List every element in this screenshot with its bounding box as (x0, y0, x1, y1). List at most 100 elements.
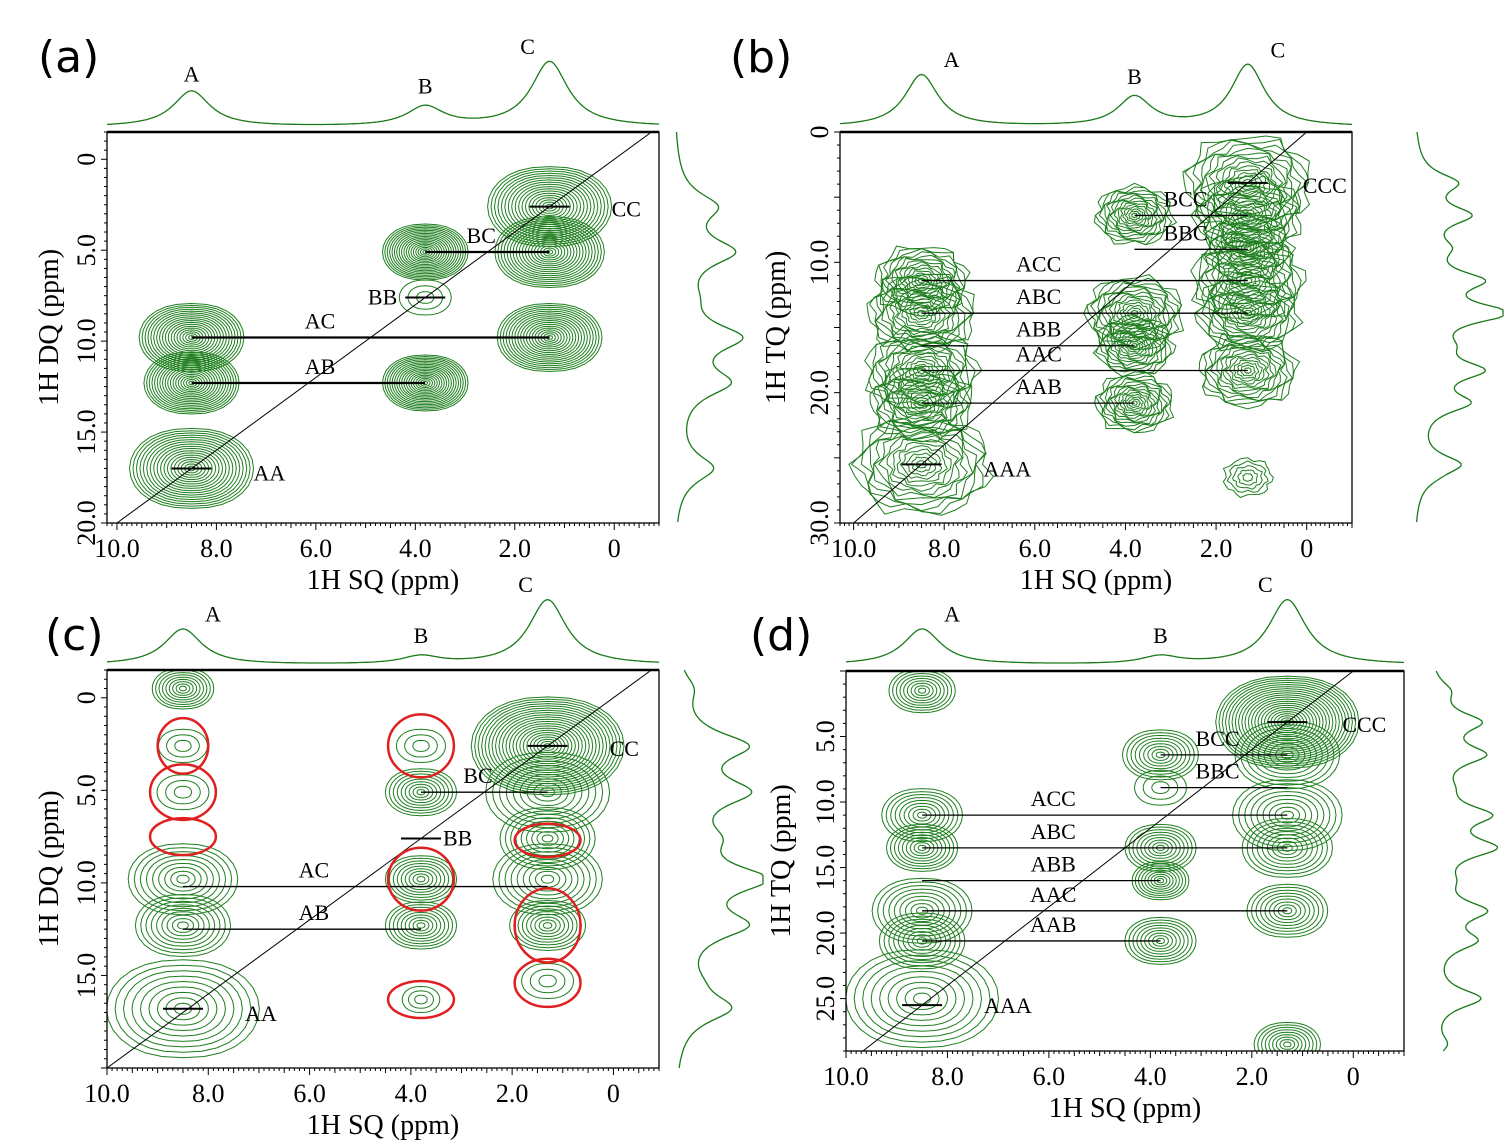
diagonal-peak-label: AA (245, 1001, 277, 1026)
y-tick-label: 0 (72, 153, 101, 166)
contour-line (1151, 748, 1170, 761)
contour-line (901, 834, 943, 862)
highlight-circle (148, 763, 218, 822)
y-tick-label: 5.0 (811, 720, 840, 753)
correlation-label: ABC (1031, 819, 1076, 844)
contour-line (159, 447, 224, 489)
contour-line (159, 361, 224, 405)
x-tick-label: 0 (1300, 534, 1313, 563)
contour-line (504, 810, 591, 867)
contour-line (493, 170, 606, 243)
x-axis-title: 1H SQ (ppm) (1049, 1093, 1201, 1124)
projection-trace (845, 599, 1405, 664)
contour-line (183, 377, 201, 389)
contour-line (902, 388, 941, 418)
contour-line (877, 881, 968, 941)
contour-peak (869, 365, 973, 443)
x-tick-label: 6.0 (1019, 534, 1052, 563)
contour-line (164, 866, 202, 892)
y-tick-label: 15.0 (72, 409, 101, 455)
contour-line (127, 843, 239, 916)
contour-line (913, 396, 930, 410)
contour-line (522, 729, 573, 763)
contour-line (139, 980, 226, 1037)
contour-line (173, 325, 210, 350)
contour-line (1283, 1041, 1292, 1048)
correlation-label: AC (305, 309, 336, 334)
contour-line (1218, 677, 1357, 767)
contour-line (142, 436, 241, 501)
contour-line (1120, 203, 1150, 227)
contour-line (517, 905, 578, 946)
contour-line (883, 374, 960, 433)
contour-line (912, 808, 932, 822)
contour-line (169, 368, 214, 398)
highlight-circle (513, 957, 582, 1009)
contour-peak (384, 901, 458, 950)
contour-line (1231, 686, 1344, 759)
contour-line (894, 796, 950, 834)
contour-line (512, 723, 583, 769)
contour-line (1233, 237, 1262, 259)
contour-line (490, 168, 609, 245)
highlight-circle (513, 887, 582, 964)
x-axis: 10.0 8.0 6.0 4.0 2.0 0 1H SQ (ppm) (823, 1051, 1405, 1124)
contour-peak (1193, 271, 1304, 353)
y-tick-label: 30.0 (805, 500, 834, 546)
contour-line (894, 382, 950, 424)
projection-peak-label: B (1127, 64, 1142, 89)
x-tick-label: 0 (1347, 1062, 1360, 1091)
contour-line (477, 700, 618, 791)
projection-trace (1415, 131, 1504, 523)
contour-line (534, 916, 561, 935)
contour-peak (871, 877, 973, 944)
contour-line (141, 304, 242, 371)
correlation-label: ACC (1031, 786, 1076, 811)
contour-line (176, 327, 207, 348)
contour-line (524, 190, 575, 223)
contour-line (400, 778, 442, 806)
contour-line (178, 685, 187, 692)
contour-line (872, 333, 970, 406)
contour-line (1224, 681, 1350, 763)
contour-line (899, 448, 943, 480)
contour-line (504, 851, 591, 908)
contour-line (519, 727, 576, 765)
contour-peak (492, 843, 603, 916)
contour-line (149, 441, 234, 496)
contour-line (158, 672, 208, 706)
contour-line (907, 931, 937, 951)
contour-line (396, 909, 446, 942)
y-tick-label: 5.0 (72, 774, 101, 807)
contour-line (491, 709, 604, 783)
contour-line (916, 937, 928, 945)
contour-line (392, 860, 450, 899)
contour-line (163, 450, 220, 487)
y-axis-title: 1H TQ (ppm) (766, 784, 797, 937)
contour-line (893, 829, 951, 867)
contour-layer (846, 671, 1360, 1051)
contour-line (901, 298, 942, 329)
y-tick-label: 10.0 (72, 318, 101, 364)
contour-line (885, 287, 956, 340)
contour-line (891, 441, 952, 487)
contour-line (897, 831, 947, 865)
correlation-label: AAC (1030, 882, 1076, 907)
contour-line (888, 345, 955, 395)
y-axis: 0 5.0 10.0 15.01H DQ (ppm) (34, 669, 107, 1069)
contour-line (161, 674, 205, 703)
panel-label: (c) (45, 610, 104, 661)
contour-line (1203, 214, 1290, 279)
projection-trace (839, 63, 1353, 126)
x-tick-label: 0 (607, 1079, 620, 1108)
y-tick-label: 0 (72, 691, 101, 704)
contour-line (1155, 751, 1166, 759)
contour-line (904, 301, 938, 326)
contour-line (917, 811, 928, 819)
contour-line (534, 870, 561, 888)
contour-line (166, 734, 200, 758)
contour-line (1147, 745, 1174, 764)
contour-line (419, 248, 431, 256)
top-projection: A B C (106, 34, 660, 126)
